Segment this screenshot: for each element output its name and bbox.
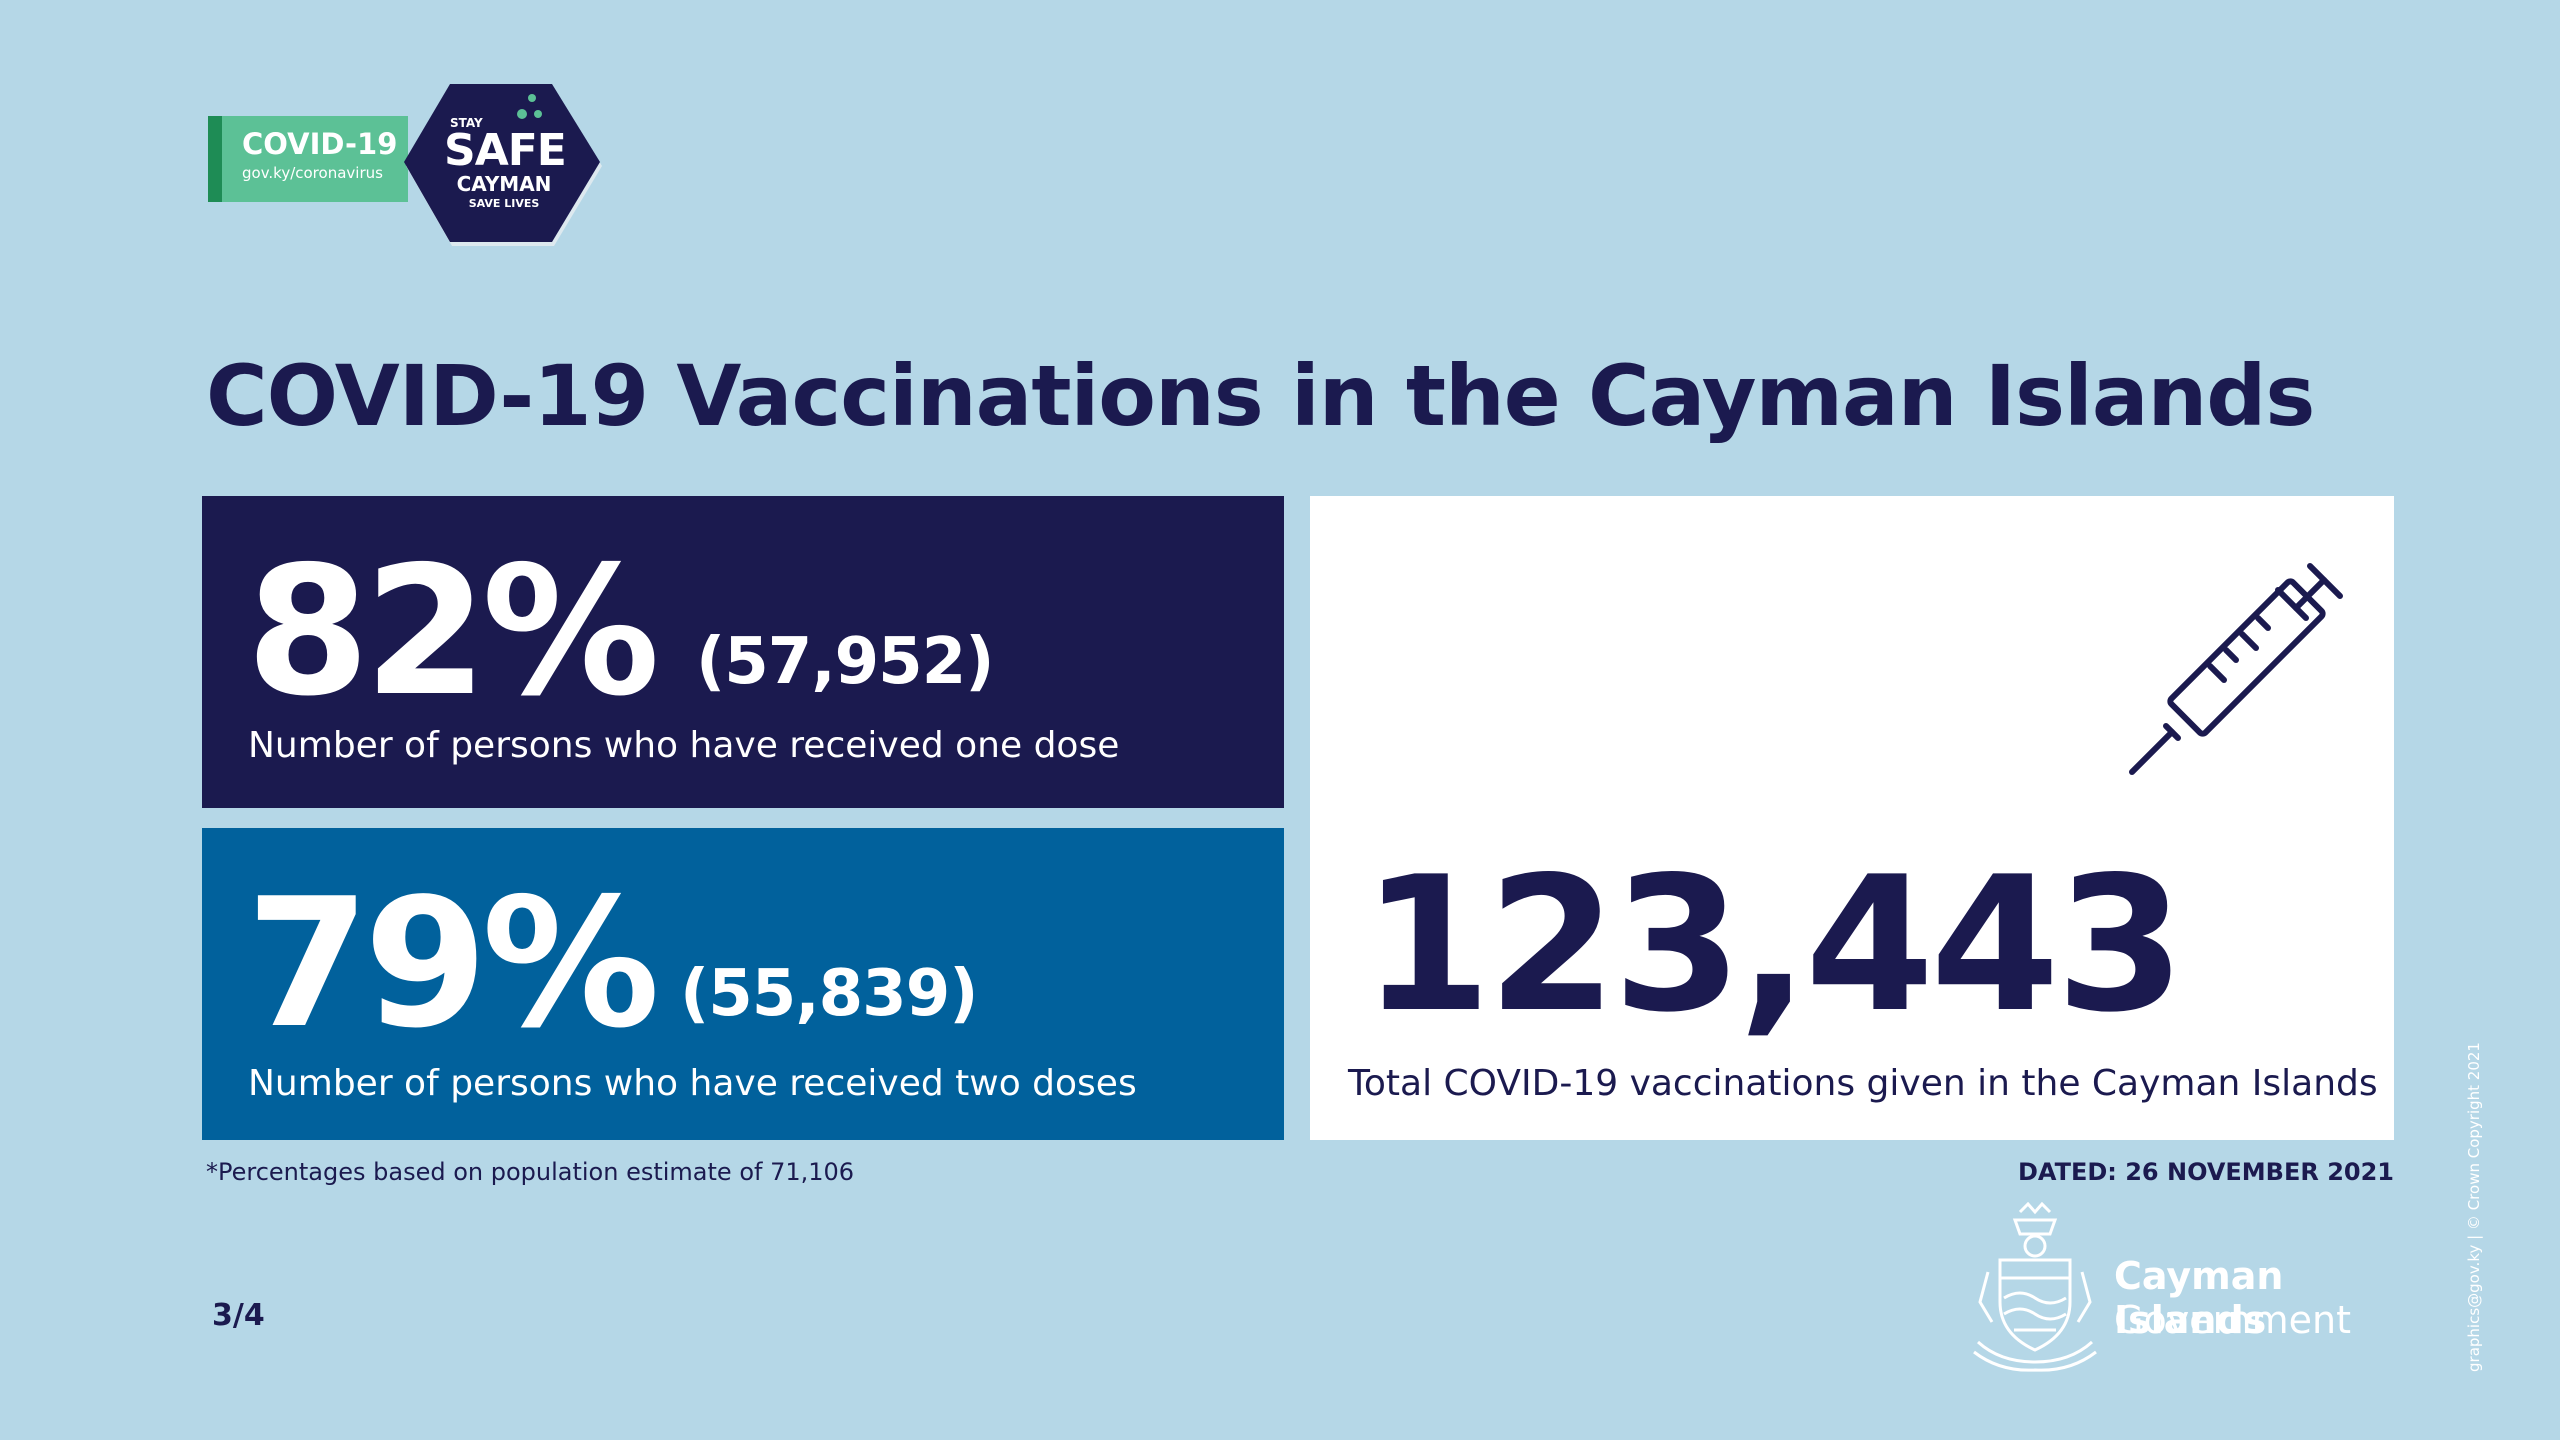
cayman-label: CAYMAN [456, 172, 552, 196]
two-doses-description: Number of persons who have received two … [248, 1063, 1137, 1104]
save-lives-label: SAVE LIVES [468, 197, 540, 210]
one-dose-description: Number of persons who have received one … [248, 725, 1120, 766]
population-footnote: *Percentages based on population estimat… [206, 1158, 855, 1186]
syringe-icon [2129, 563, 2343, 775]
safe-label: SAFE [444, 125, 567, 176]
hexagon-logo-text: STAY SAFE CAYMAN SAVE LIVES [444, 116, 567, 212]
two-doses-card: 79% (55,839) Number of persons who have … [202, 828, 1284, 1140]
hexagon-logo-icon [404, 84, 602, 246]
page-number: 3/4 [212, 1298, 265, 1333]
covid-banner-title: COVID-19 [242, 127, 398, 161]
covid-banner: COVID-19 gov.ky/coronavirus [208, 116, 408, 202]
one-dose-count: (57,952) [696, 625, 994, 699]
total-vaccinations-number: 123,443 [1362, 836, 2185, 1053]
one-dose-card: 82% (57,952) Number of persons who have … [202, 496, 1284, 808]
stay-label: STAY [450, 116, 483, 130]
page-title: COVID-19 Vaccinations in the Cayman Isla… [206, 347, 2315, 445]
two-doses-percent: 79% [246, 860, 660, 1067]
copyright-credit: graphics@gov.ky | © Crown Copyright 2021 [2465, 1042, 2483, 1372]
government-name: Cayman Islands [2114, 1254, 2284, 1342]
covid-banner-url: gov.ky/coronavirus [242, 164, 383, 182]
total-vaccinations-description: Total COVID-19 vaccinations given in the… [1348, 1063, 2378, 1104]
government-subtitle: Government [2114, 1298, 2351, 1342]
dated-label: DATED: 26 NOVEMBER 2021 [2017, 1158, 2394, 1186]
government-logo: Cayman Islands Government [1970, 1202, 2400, 1372]
total-vaccinations-card: 123,443 Total COVID-19 vaccinations give… [1310, 496, 2394, 1140]
one-dose-percent: 82% [246, 528, 660, 735]
stay-safe-cayman-badge: COVID-19 gov.ky/coronavirus STAY SAFE CA… [208, 80, 608, 250]
coat-of-arms-icon [1973, 1202, 2097, 1372]
two-doses-count: (55,839) [680, 957, 978, 1031]
